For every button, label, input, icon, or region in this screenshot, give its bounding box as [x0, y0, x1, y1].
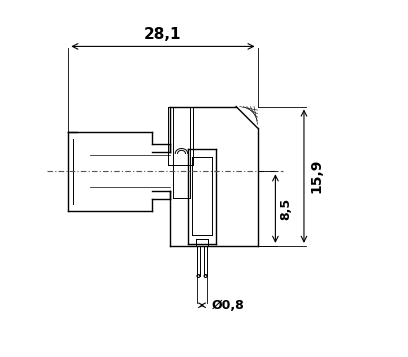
Text: 8,5: 8,5 [280, 197, 293, 220]
Text: 15,9: 15,9 [309, 159, 323, 193]
Text: 28,1: 28,1 [144, 27, 182, 42]
Text: Ø0,8: Ø0,8 [211, 299, 244, 312]
